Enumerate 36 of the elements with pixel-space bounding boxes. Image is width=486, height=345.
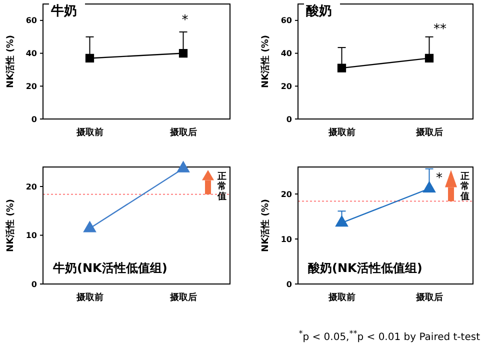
annotation: * bbox=[436, 171, 443, 186]
y-tick-label: 20 bbox=[26, 82, 38, 91]
y-tick-label: 20 bbox=[26, 182, 38, 192]
y-axis-title: NK活性 (%) bbox=[260, 199, 271, 252]
y-axis-title: NK活性 (%) bbox=[260, 35, 271, 88]
x-tick-label: 摄取后 bbox=[414, 292, 443, 303]
text: 牛奶(NK活性低值组) bbox=[52, 261, 168, 275]
ref-line-label: 正常值 bbox=[460, 171, 470, 202]
y-axis-title: NK活性 (%) bbox=[5, 35, 16, 88]
y-tick-label: 20 bbox=[280, 82, 292, 91]
y-tick-label: 0 bbox=[286, 280, 292, 289]
x-tick-label: 摄取后 bbox=[168, 127, 197, 138]
y-tick-label: 40 bbox=[280, 49, 292, 58]
x-tick-label: 摄取后 bbox=[168, 292, 197, 303]
annotation: ** bbox=[434, 22, 447, 37]
x-tick-label: 摄取前 bbox=[327, 292, 356, 303]
annotation: * bbox=[182, 13, 189, 28]
y-tick-label: 0 bbox=[286, 114, 292, 124]
x-tick-label: 摄取前 bbox=[75, 127, 104, 138]
y-tick-label: 0 bbox=[31, 280, 38, 289]
ref-line-label: 正常值 bbox=[216, 171, 226, 202]
x-tick-label: 摄取前 bbox=[327, 127, 356, 138]
chart-title: 酸奶 bbox=[306, 3, 332, 19]
y-axis-title: NK活性 (%) bbox=[5, 199, 16, 252]
y-tick-label: 60 bbox=[280, 16, 292, 26]
y-tick-label: 40 bbox=[26, 49, 38, 58]
x-tick-label: 摄取前 bbox=[75, 292, 104, 303]
y-tick-label: 0 bbox=[31, 114, 38, 124]
x-tick-label: 摄取后 bbox=[414, 127, 443, 138]
y-tick-label: 10 bbox=[26, 231, 38, 240]
text: $^{*}$p < 0.05,$^{**}$p < 0.01 by Paired t-test bbox=[298, 328, 480, 343]
y-tick-label: 10 bbox=[280, 234, 292, 244]
chart-title: 牛奶 bbox=[50, 4, 77, 19]
text: 酸奶(NK活性低值组) bbox=[308, 261, 422, 275]
y-tick-label: 20 bbox=[280, 190, 292, 199]
y-tick-label: 60 bbox=[26, 16, 38, 26]
